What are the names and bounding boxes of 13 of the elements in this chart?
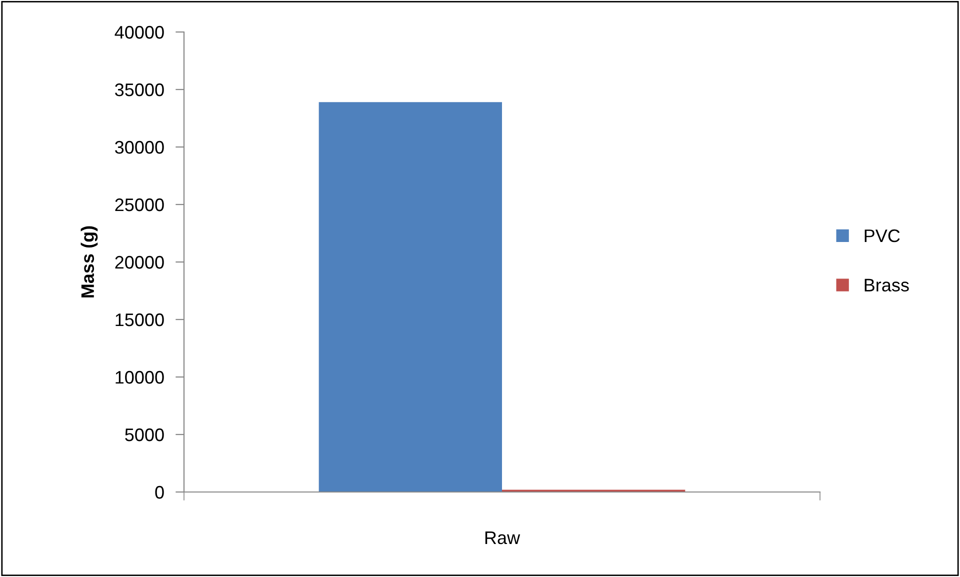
legend-label: PVC [864, 229, 900, 242]
legend-label: Brass [864, 278, 909, 292]
y-tick-label: 40000 [114, 26, 164, 39]
y-tick-label: 5000 [125, 428, 164, 442]
y-tick-label: 10000 [116, 370, 164, 384]
y-tick-label: 15000 [116, 313, 164, 326]
y-axis-title: Mass (g) [80, 226, 98, 298]
y-tick-label: 35000 [115, 83, 164, 96]
y-tick-label: 20000 [115, 256, 164, 269]
y-tick-label: 0 [155, 486, 164, 499]
x-tick-label: Raw [485, 532, 520, 544]
y-tick-label: 30000 [115, 140, 164, 154]
y-tick-label: 25000 [115, 198, 164, 212]
